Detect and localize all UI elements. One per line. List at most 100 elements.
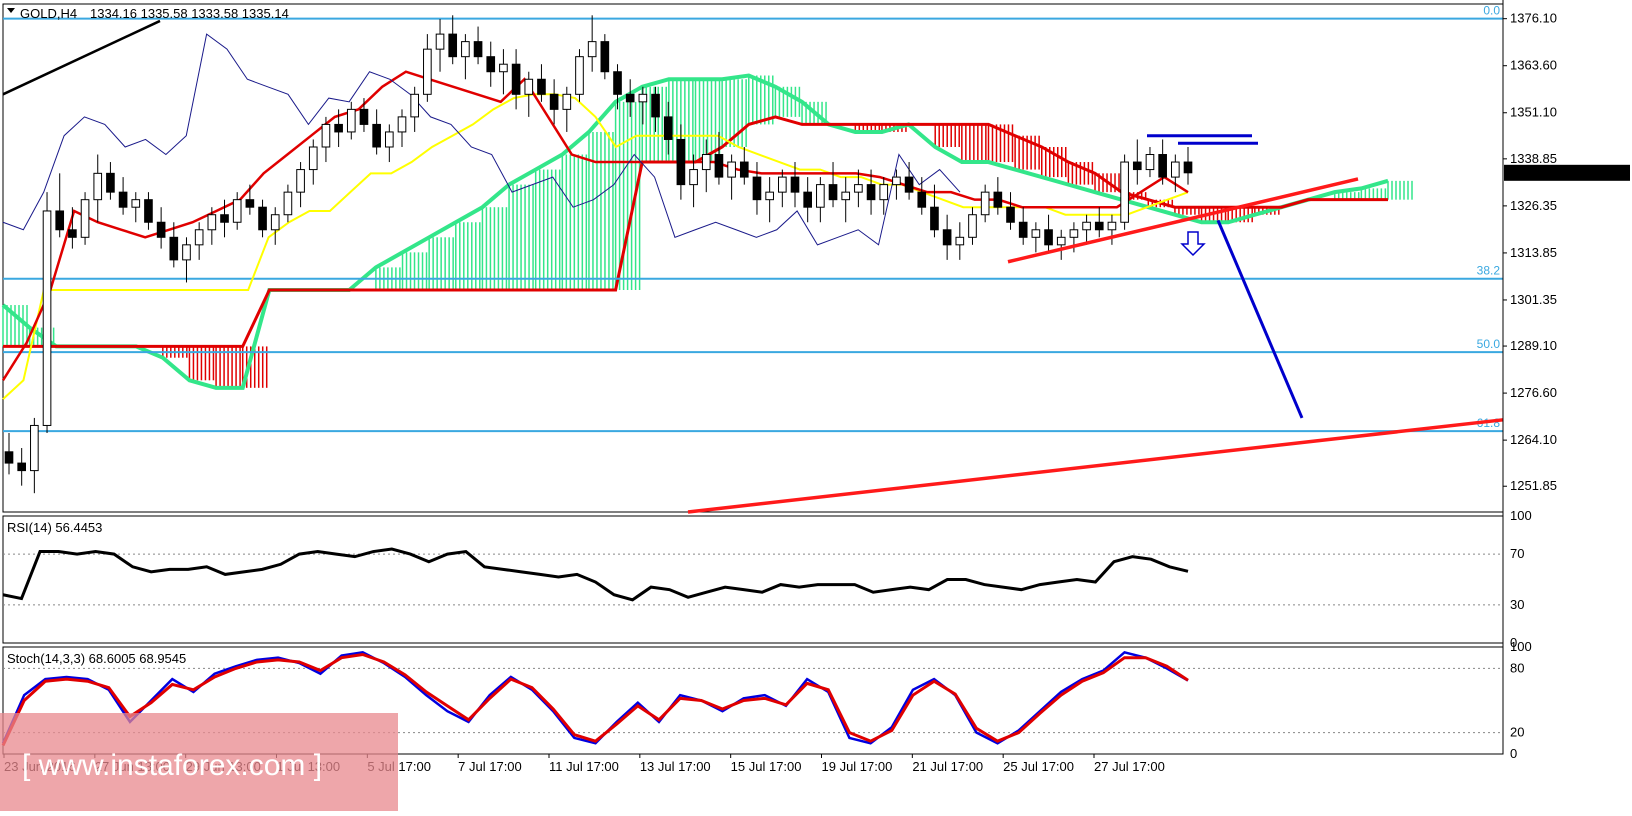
fib-level-label: 50.0: [1477, 337, 1501, 351]
rsi-tick-label: 0: [1510, 635, 1517, 650]
candle-body: [676, 138, 686, 186]
candle-body: [461, 41, 470, 58]
chikou-span: [2, 33, 961, 246]
candle-body: [955, 236, 965, 246]
time-tick-label: 15 Jul 17:00: [731, 759, 802, 774]
candle-body: [727, 161, 736, 178]
black-trendline: [2, 19, 161, 96]
candle-body: [980, 191, 990, 216]
candle-body: [321, 123, 331, 148]
price-tick-label: 1363.60: [1510, 58, 1557, 73]
projection-line: [1216, 219, 1304, 419]
candle-body: [283, 191, 293, 216]
candle-body: [397, 116, 407, 133]
candle-body: [385, 131, 394, 148]
price-tick-label: 1276.60: [1510, 385, 1557, 400]
candle-body: [17, 462, 27, 472]
candle-body: [131, 199, 141, 208]
candle-body: [106, 172, 115, 193]
senkou-span-a: [1, 73, 1389, 390]
candle-body: [144, 199, 153, 223]
candle-body: [4, 451, 14, 464]
time-tick-label: 25 Jul 17:00: [1003, 759, 1074, 774]
rsi-panel: 100 70 30 0: [2, 508, 1532, 650]
menu-triangle-icon[interactable]: [7, 8, 15, 13]
current-price-label: 1335.14: [1508, 166, 1555, 181]
time-tick-label: 7 Jul 17:00: [458, 759, 522, 774]
drawing-objects[interactable]: [2, 19, 1504, 514]
candle-body: [1183, 161, 1193, 174]
candle-body: [118, 191, 128, 208]
candle-body: [232, 199, 242, 223]
candle-body: [410, 93, 419, 118]
candle-body: [600, 41, 610, 73]
price-tick-label: 1338.85: [1510, 151, 1557, 166]
candle-body: [1158, 154, 1167, 178]
candle-body: [549, 93, 559, 110]
red-support-trendline: [1007, 177, 1359, 264]
stoch-tick-label: 100: [1510, 639, 1532, 654]
ichimoku-cloud: [1, 73, 1413, 390]
candle-body: [575, 56, 584, 95]
candle-body: [625, 93, 635, 103]
candle-body: [613, 71, 622, 95]
candle-body: [156, 221, 166, 238]
candle-body: [828, 184, 838, 201]
candle-body: [803, 191, 813, 208]
price-tick-label: 1251.85: [1510, 478, 1557, 493]
candle-body: [1018, 221, 1028, 238]
candle-body: [816, 184, 825, 208]
candlesticks: [4, 15, 1193, 494]
down-arrow-icon: [1180, 231, 1206, 257]
rsi-line: [2, 547, 1189, 602]
candle-body: [169, 236, 179, 261]
candle-body: [765, 191, 774, 201]
candle-body: [182, 244, 191, 261]
rsi-tick-label: 70: [1510, 546, 1524, 561]
candle-body: [486, 56, 496, 73]
candle-body: [701, 154, 711, 171]
time-tick-label: 13 Jul 17:00: [640, 759, 711, 774]
ichimoku-lines: [1, 33, 1189, 400]
candle-body: [689, 169, 698, 186]
candle-body: [663, 116, 673, 140]
current-price-box: [1504, 164, 1630, 181]
candle-body: [68, 229, 77, 238]
fib-level-label: 38.2: [1477, 264, 1501, 278]
candle-body: [714, 154, 724, 178]
candle-body: [904, 176, 914, 193]
kijun-sen: [1, 70, 1189, 381]
candle-body: [435, 33, 445, 50]
candle-body: [1107, 221, 1117, 231]
red-long-trendline: [687, 418, 1504, 514]
candle-body: [942, 229, 952, 246]
candle-body: [739, 161, 749, 178]
candle-body: [1094, 221, 1104, 231]
candle-body: [448, 33, 458, 58]
fibonacci-levels[interactable]: 0.038.250.061.8: [3, 4, 1503, 433]
rsi-panel-frame: [2, 515, 1504, 644]
candle-body: [308, 146, 318, 171]
candle-body: [296, 169, 305, 193]
stoch-tick-label: 20: [1510, 725, 1524, 740]
candle-body: [473, 41, 483, 58]
candle-body: [1031, 229, 1041, 238]
candle-body: [423, 48, 432, 95]
candle-body: [194, 229, 204, 246]
price-tick-label: 1264.10: [1510, 432, 1557, 447]
candle-body: [524, 78, 534, 95]
candle-body: [1056, 236, 1066, 246]
candle-body: [562, 93, 572, 110]
candle-body: [346, 108, 356, 133]
watermark: [ www.instaforex.com ]: [0, 713, 398, 811]
price-tick-label: 1301.35: [1510, 292, 1557, 307]
candle-body: [93, 172, 103, 201]
rsi-tick-label: 100: [1510, 508, 1532, 523]
candle-body: [790, 176, 800, 193]
candle-body: [841, 191, 851, 201]
price-tick-label: 1326.35: [1510, 198, 1557, 213]
candle-body: [866, 184, 876, 201]
candle-body: [511, 63, 521, 95]
